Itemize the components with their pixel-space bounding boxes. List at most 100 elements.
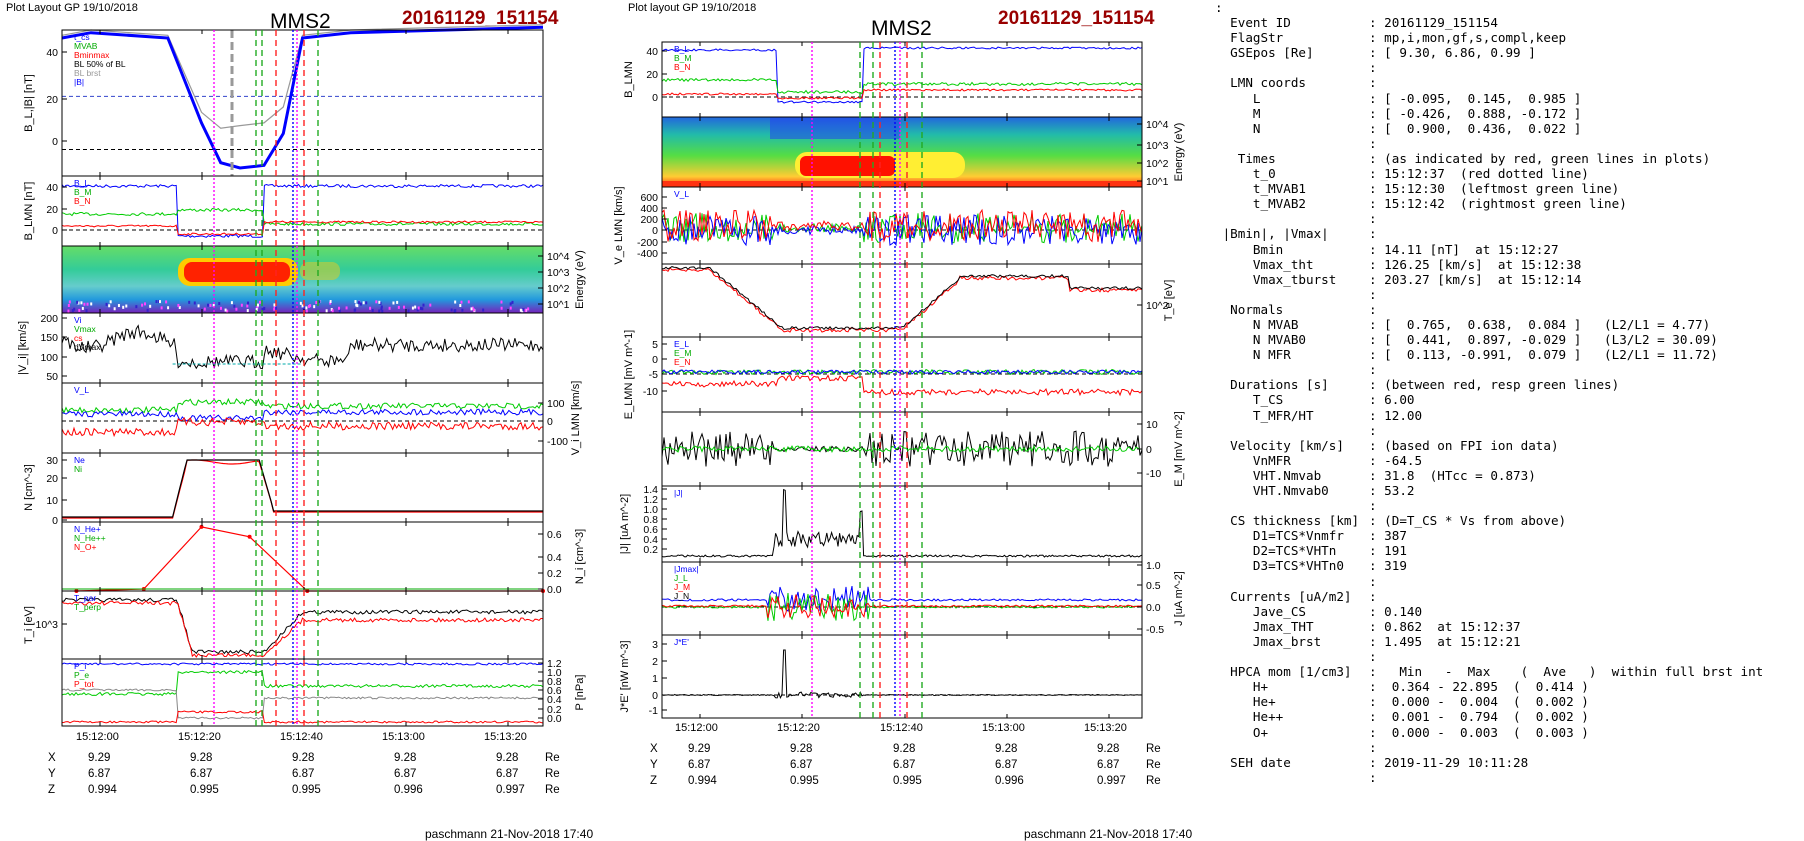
summary-key: D2=TCS*VHTn [1215, 543, 1337, 559]
spectrogram-noise [125, 304, 128, 308]
y-tick-label: 0.4 [547, 694, 562, 706]
summary-key: Event ID [1215, 15, 1291, 31]
legend-entry: P_tot [74, 679, 94, 689]
panel-frame [61, 312, 544, 384]
spectrogram-noise [414, 305, 417, 309]
summary-row: : [1215, 136, 1801, 151]
position-value: 6.87 [190, 768, 213, 780]
summary-value: : 0.000 - 0.004 ( 0.002 ) [1369, 694, 1589, 710]
spectrogram-noise [416, 308, 419, 312]
position-value: 9.28 [496, 752, 519, 764]
spectrogram-noise [302, 307, 305, 311]
y-tick-label: 1.2 [643, 494, 658, 506]
summary-row: : [1215, 649, 1801, 664]
y-axis-label: V_i LMN [km/s] [570, 381, 582, 456]
y-axis-label: E_LMN [mV m^-1] [623, 330, 635, 420]
y-tick-label: 1.4 [643, 484, 658, 496]
position-value: 0.994 [88, 784, 117, 796]
summary-value: : -64.5 [1369, 452, 1423, 468]
series-pb [61, 669, 544, 697]
legend-entry: B_M [74, 187, 91, 197]
summary-row: t_MVAB2: 15:12:42 (rightmost green line) [1215, 196, 1801, 211]
y-tick-label: 30 [46, 455, 58, 467]
spectrogram-noise [177, 303, 180, 307]
spectrogram-noise [470, 307, 473, 311]
summary-row: : [1215, 740, 1801, 755]
summary-value: : 0.001 - 0.794 ( 0.002 ) [1369, 709, 1589, 725]
y-tick-label: 2 [652, 656, 658, 668]
spectrogram-noise [108, 304, 111, 308]
position-value: 9.28 [1097, 743, 1120, 755]
y-tick-label: 40 [46, 47, 58, 59]
spectrogram-noise [273, 303, 276, 307]
summary-key: CS thickness [km] [1215, 513, 1360, 529]
position-value: 9.28 [893, 743, 916, 755]
y-tick-label: 5 [652, 339, 658, 351]
y-axis-label: B_LMN [nT] [23, 182, 35, 241]
position-row-label: X [650, 743, 658, 755]
summary-value: : [1369, 573, 1377, 589]
position-row-label: X [48, 752, 56, 764]
right-plot-layout-label: Plot layout GP 19/10/2018 [628, 2, 757, 14]
y-tick-label: 100 [40, 352, 58, 364]
summary-value: : 12.00 [1369, 407, 1423, 423]
series-je [661, 649, 1143, 700]
y-tick-label: 0.6 [643, 524, 658, 536]
spectrogram-noise [193, 301, 196, 305]
summary-value: : [ -0.426, 0.888, -0.172 ] [1369, 105, 1582, 121]
spectrogram-noise [359, 302, 362, 306]
y-tick-label: 0.0 [1146, 602, 1161, 614]
spectrogram-noise [325, 309, 328, 313]
series-ptot [61, 662, 544, 666]
spectrogram-noise [247, 301, 250, 305]
summary-key: N MVAB [1215, 316, 1299, 332]
right-footer: paschmann 21-Nov-2018 17:40 [1024, 827, 1193, 841]
summary-row: Vmax_tburst: 203.27 [km/s] at 15:12:14 [1215, 272, 1801, 287]
position-row-label: Y [650, 759, 658, 771]
position-row-label: Z [48, 784, 56, 796]
right-event-id: 20161129_151154 [998, 8, 1155, 29]
legend-entry: MVAB [74, 41, 98, 51]
y-tick-label: 200 [640, 214, 658, 226]
spectrogram-noise [356, 304, 359, 308]
time-tick-label: 15:12:40 [880, 722, 923, 734]
legend-entry: B_L [674, 44, 689, 54]
spectrogram-noise [68, 300, 71, 304]
summary-key: VnMFR [1215, 452, 1291, 468]
spectrogram-noise [471, 306, 474, 310]
spectrogram-noise [500, 306, 503, 310]
data-point [247, 534, 252, 539]
summary-value: : 53.2 [1369, 483, 1415, 498]
summary-row: : [1215, 770, 1801, 785]
summary-key: N MVAB0 [1215, 332, 1306, 348]
summary-value: : (based on FPI ion data) [1369, 437, 1559, 453]
summary-value: : Min - Max ( Ave ) within full brst int [1369, 664, 1764, 680]
series-em-avg [661, 444, 1143, 454]
position-value: 0.996 [995, 775, 1024, 787]
series-vl [61, 407, 544, 423]
legend-entry: BL 50% of BL [74, 59, 126, 69]
spectrogram-noise [85, 309, 88, 313]
legend-entry: |Jmax| [674, 564, 699, 574]
spectrogram-noise [81, 306, 84, 310]
spectrogram-noise [149, 304, 152, 308]
summary-key: GSEpos [Re] [1215, 45, 1314, 61]
summary-value: : [1369, 75, 1377, 91]
spectrogram-noise [459, 304, 462, 308]
spectrogram-noise [77, 301, 80, 305]
summary-row: He++: 0.001 - 0.794 ( 0.002 ) [1215, 709, 1801, 724]
legend-entry: V_L [74, 385, 89, 395]
position-value: 9.28 [394, 752, 417, 764]
summary-key: Currents [uA/m2] [1215, 588, 1352, 604]
y-tick-label: 100 [547, 398, 565, 410]
spectrogram-noise [357, 301, 360, 305]
spectrogram-low-flux [770, 117, 900, 139]
legend-entry: B_N [74, 196, 91, 206]
position-unit: Re [1146, 759, 1161, 771]
y-tick-label: -400 [637, 248, 658, 260]
spectrogram-noise [379, 301, 382, 305]
spectrogram-noise [307, 304, 310, 308]
spectrogram-noise [275, 306, 278, 310]
y-axis-label: Energy (eV) [574, 250, 586, 309]
y-tick-label: 10^4 [1146, 119, 1169, 131]
